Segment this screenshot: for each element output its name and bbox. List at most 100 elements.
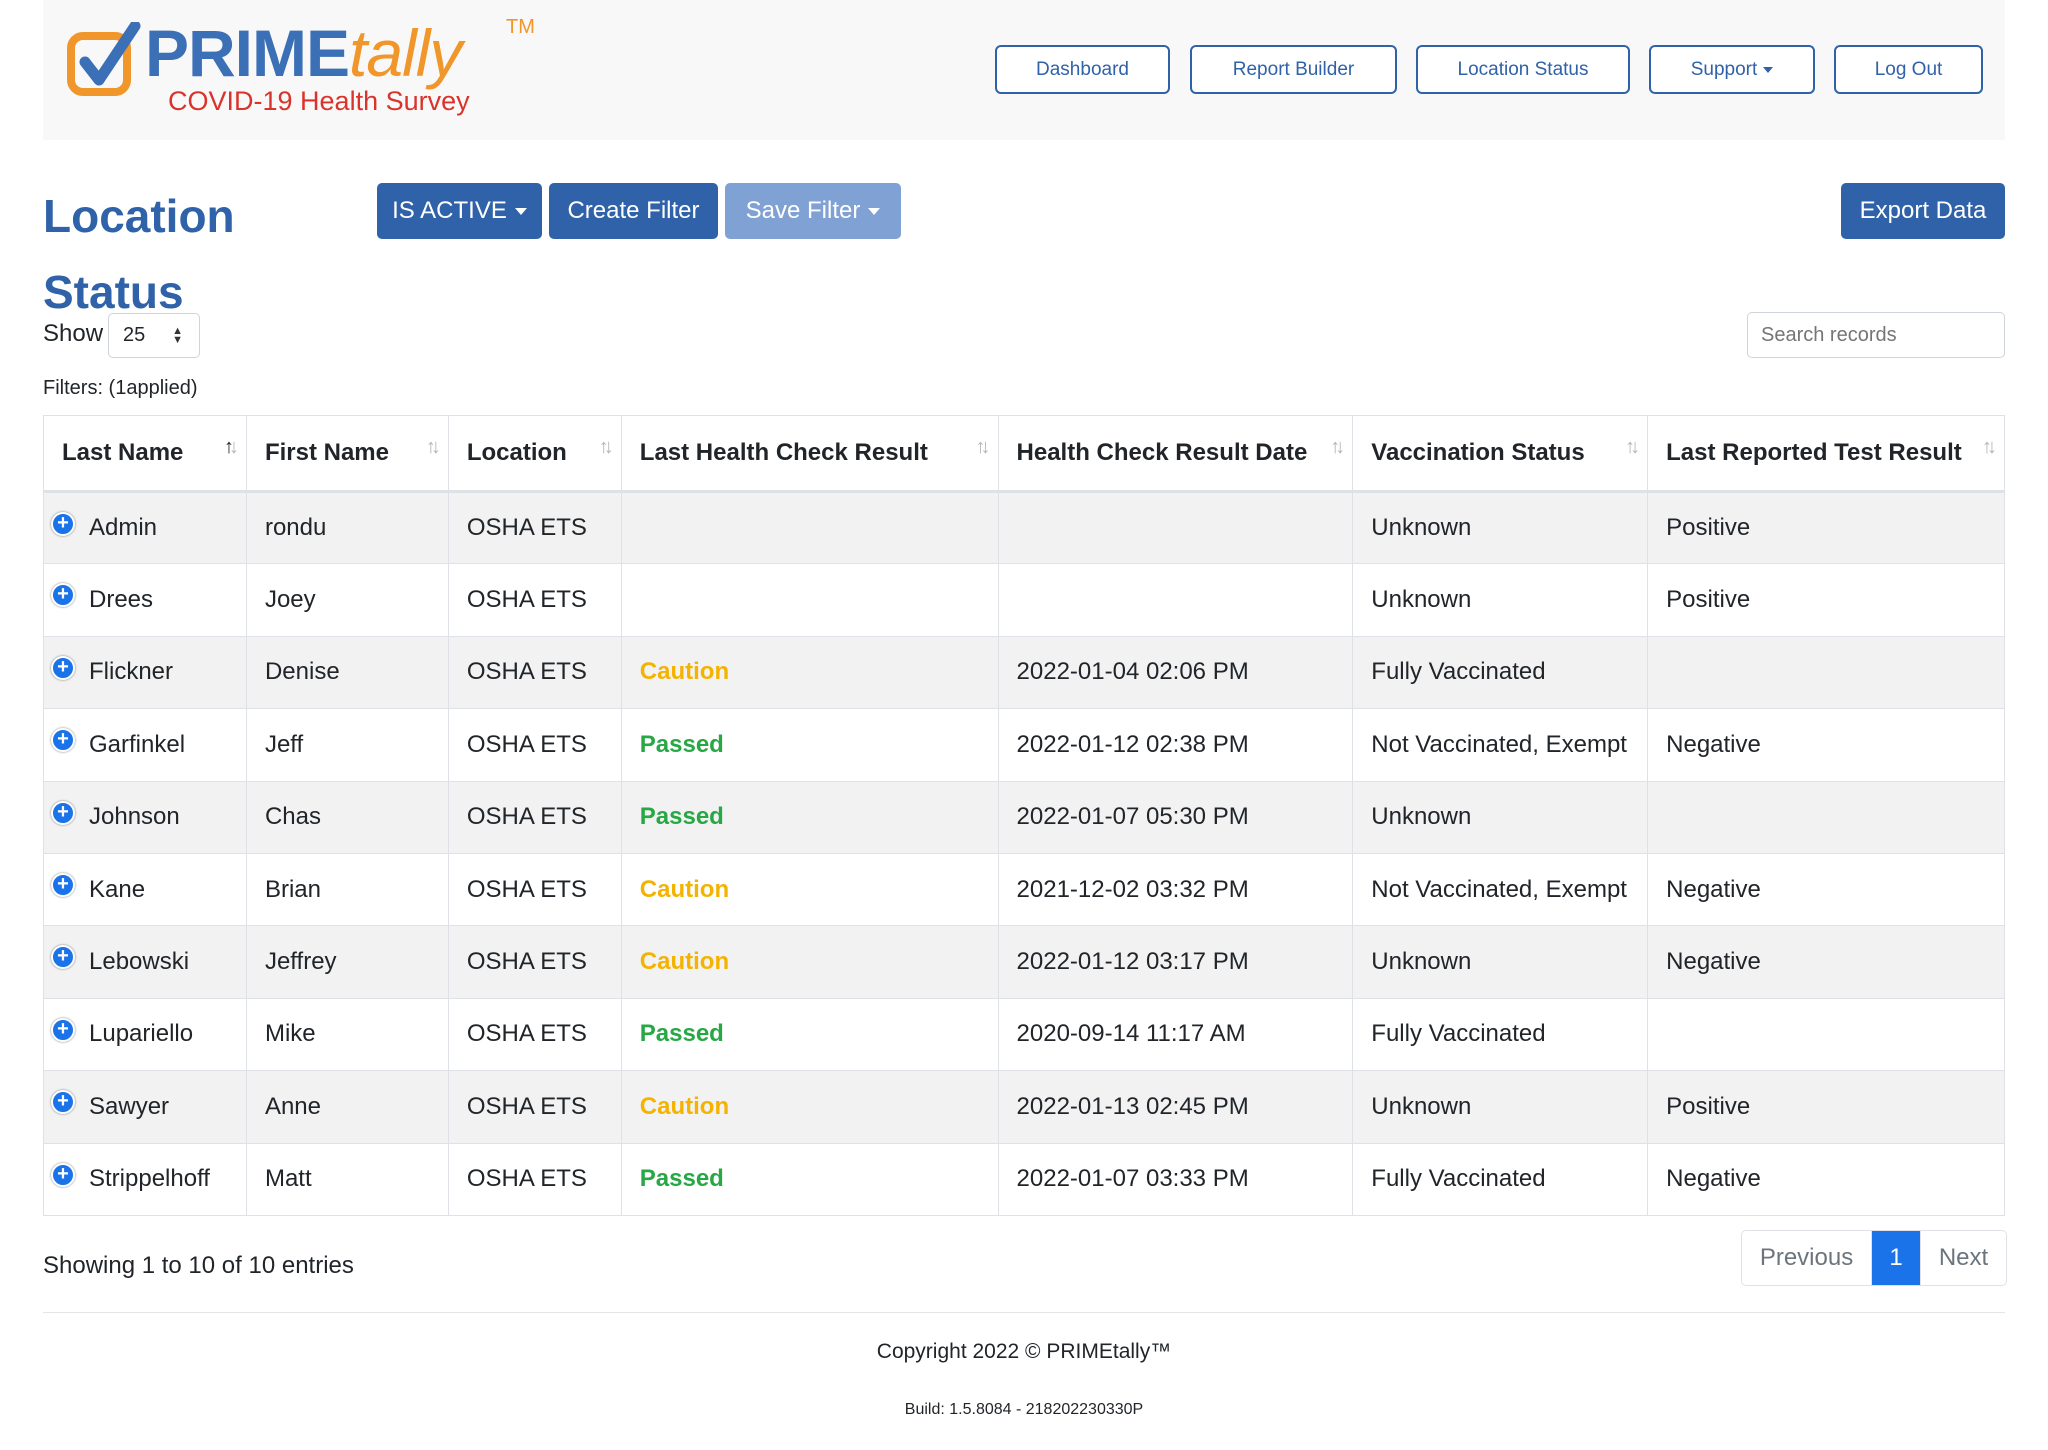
nav-logout-button[interactable]: Log Out — [1834, 45, 1983, 94]
table-cell: Negative — [1647, 852, 2005, 927]
export-data-button[interactable]: Export Data — [1841, 183, 2005, 239]
search-input[interactable] — [1747, 312, 2005, 358]
sort-icon: ↑↓ — [223, 436, 239, 458]
table-cell: Caution — [620, 1070, 999, 1144]
table-cell: + Admin — [43, 490, 247, 565]
updown-arrows-icon: ▲ ▼ — [172, 325, 183, 346]
table-row[interactable]: + Garfinkel Jeff OSHA ETS Passed 2022-01-12 0… — [43, 708, 2005, 782]
expand-row-icon[interactable]: + — [51, 945, 75, 970]
table-cell: Unknown — [1352, 925, 1649, 999]
page-1-button[interactable]: 1 — [1872, 1231, 1920, 1285]
cell-text: Anne — [264, 1092, 322, 1120]
table-cell: Unknown — [1352, 490, 1649, 565]
table-row[interactable]: + Sawyer Anne OSHA ETS Caution 2022-01-13 02:… — [43, 1070, 2005, 1144]
expand-row-icon[interactable]: + — [51, 512, 75, 536]
column-header[interactable]: Health Check Result Date ↑↓ — [997, 415, 1354, 493]
sort-icon: ↑↓ — [1330, 436, 1345, 458]
showing-entries-text: Showing 1 to 10 of 10 entries — [43, 1252, 354, 1279]
table-cell: rondu — [245, 490, 449, 565]
column-header[interactable]: Last Name ↑↓ — [43, 415, 247, 493]
export-data-label: Export Data — [1859, 197, 1987, 224]
cell-text: OSHA ETS — [466, 1020, 587, 1048]
cell-text: Fully Vaccinated — [1371, 658, 1546, 686]
show-label: Show — [43, 320, 104, 347]
cell-text: Kane — [89, 875, 146, 903]
table-row[interactable]: + Strippelhoff Matt OSHA ETS Passed 2022-01-0… — [43, 1142, 2005, 1216]
cell-text: OSHA ETS — [466, 875, 587, 903]
pagination: Previous 1 Next — [1741, 1230, 2007, 1286]
column-header[interactable]: Last Health Check Result ↑↓ — [620, 415, 999, 493]
table-row[interactable]: + Drees Joey OSHA ETS Unknown Positive — [43, 563, 2005, 637]
expand-row-icon[interactable]: + — [51, 583, 75, 608]
nav-location-status-button[interactable]: Location Status — [1416, 45, 1630, 94]
cell-text: Negative — [1666, 875, 1761, 903]
table-cell — [1647, 780, 2005, 854]
cell-text: 2022-01-07 05:30 PM — [1016, 803, 1249, 831]
cell-text: OSHA ETS — [466, 514, 587, 542]
table-cell: + Lupariello — [43, 997, 247, 1072]
table-cell: Passed — [620, 1142, 999, 1216]
cell-text: Caution — [639, 658, 730, 686]
column-header[interactable]: Location ↑↓ — [447, 415, 622, 493]
table-row[interactable]: + Kane Brian OSHA ETS Caution 2021-12-02 03:3… — [43, 852, 2005, 927]
table-row[interactable]: + Flickner Denise OSHA ETS Caution 2022-01-04… — [43, 635, 2005, 710]
table-cell: Denise — [245, 635, 449, 710]
table-cell: Unknown — [1352, 563, 1649, 637]
cell-text: Chas — [264, 803, 321, 831]
table-cell: 2021-12-02 03:32 PM — [997, 852, 1354, 927]
expand-row-icon[interactable]: + — [51, 655, 75, 680]
cell-text: Positive — [1666, 514, 1751, 542]
page-size-value: 25 — [123, 324, 146, 346]
expand-row-icon[interactable]: + — [51, 1162, 75, 1187]
sort-icon: ↑↓ — [1625, 436, 1640, 458]
table-row[interactable]: + Lupariello Mike OSHA ETS Passed 2020-09-14 … — [43, 997, 2005, 1072]
cell-text: 2022-01-13 02:45 PM — [1016, 1092, 1249, 1120]
save-filter-dropdown[interactable]: Save Filter — [725, 183, 901, 239]
cell-text: 2022-01-04 02:06 PM — [1016, 658, 1249, 686]
cell-text: Caution — [639, 875, 730, 903]
nav-report-builder-button[interactable]: Report Builder — [1190, 45, 1397, 94]
primetally-logo[interactable]: PRIMEtally TM COVID-19 Health Survey — [65, 16, 535, 126]
cell-text: Matt — [264, 1165, 312, 1193]
page-title-line1: Location — [43, 190, 235, 242]
cell-text: Brian — [264, 875, 321, 903]
expand-row-icon[interactable]: + — [51, 728, 75, 753]
cell-text: Negative — [1666, 1165, 1761, 1193]
table-row[interactable]: + Johnson Chas OSHA ETS Passed 2022-01-07 05:… — [43, 780, 2005, 854]
table-cell: Jeff — [245, 708, 449, 782]
create-filter-button[interactable]: Create Filter — [549, 183, 718, 239]
table-cell: + Drees — [43, 563, 247, 637]
column-header[interactable]: Last Reported Test Result ↑↓ — [1647, 415, 2005, 493]
expand-row-icon[interactable]: + — [51, 872, 75, 897]
expand-row-icon[interactable]: + — [51, 800, 75, 825]
nav-support-dropdown[interactable]: Support — [1649, 45, 1815, 94]
table-cell: OSHA ETS — [447, 997, 622, 1072]
column-header-label: Location — [466, 439, 567, 466]
column-header-label: Last Health Check Result — [639, 439, 928, 466]
table-cell: + Lebowski — [43, 925, 247, 999]
page-size-select[interactable]: 25 ▲ ▼ — [108, 313, 200, 358]
expand-row-icon[interactable]: + — [51, 1017, 75, 1042]
table-cell: Jeffrey — [245, 925, 449, 999]
table-cell: Caution — [620, 925, 999, 999]
table-row[interactable]: + Admin rondu OSHA ETS Unknown Positive — [43, 490, 2005, 565]
nav-dashboard-button[interactable]: Dashboard — [995, 45, 1170, 94]
table-cell: Matt — [245, 1142, 449, 1216]
cell-text: Fully Vaccinated — [1371, 1020, 1546, 1048]
cell-text: rondu — [264, 514, 327, 542]
column-header[interactable]: Vaccination Status ↑↓ — [1352, 415, 1649, 493]
expand-row-icon[interactable]: + — [51, 1090, 75, 1115]
is-active-dropdown[interactable]: IS ACTIVE — [377, 183, 542, 239]
cell-text: Strippelhoff — [89, 1165, 210, 1193]
table-row[interactable]: + Lebowski Jeffrey OSHA ETS Caution 2022-01-1… — [43, 925, 2005, 999]
table-cell: Mike — [245, 997, 449, 1072]
column-header-label: First Name — [264, 439, 389, 466]
page-title-line2: Status — [43, 266, 184, 318]
logo-trademark: TM — [506, 16, 535, 38]
cell-text: Unknown — [1371, 586, 1472, 614]
cell-text: Denise — [264, 658, 340, 686]
next-page-button[interactable]: Next — [1920, 1231, 2006, 1285]
previous-page-button[interactable]: Previous — [1742, 1231, 1872, 1285]
column-header[interactable]: First Name ↑↓ — [245, 415, 449, 493]
cell-text: Flickner — [89, 658, 174, 686]
